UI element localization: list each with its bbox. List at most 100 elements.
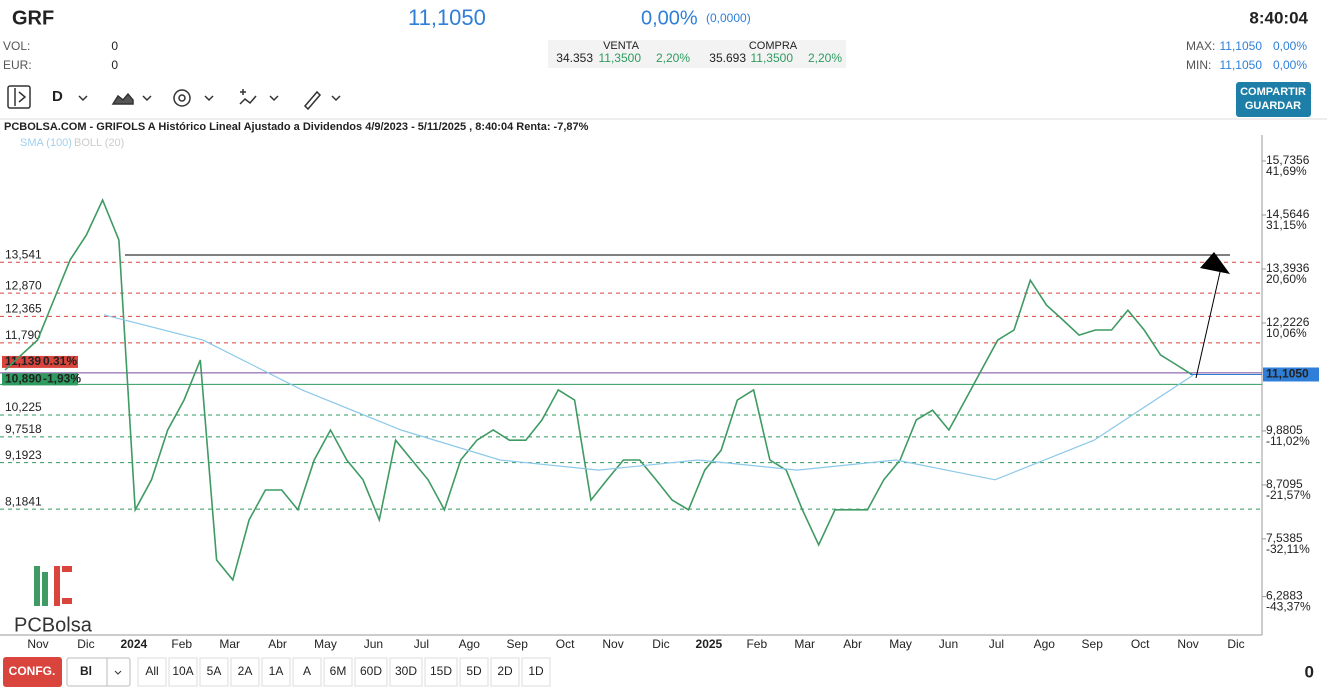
x-tick-label: Abr (843, 637, 862, 651)
range-button[interactable] (323, 657, 353, 687)
range-label[interactable]: 5D (466, 664, 482, 678)
range-button[interactable] (521, 657, 551, 687)
change: 0,00% (641, 7, 698, 29)
y-tick-label: 12,2226 (1266, 315, 1310, 329)
chart-type[interactable] (111, 92, 134, 105)
x-tick-label: May (314, 637, 337, 651)
min: 11,1050 (1220, 58, 1263, 72)
boll-legend: BOLL (20) (74, 137, 124, 149)
y-tick-label: 7,5385 (1266, 531, 1303, 545)
save[interactable]: GUARDAR (1245, 100, 1301, 112)
x-tick-label: Jun (939, 637, 958, 651)
y-tick-pct: -32,11% (1266, 542, 1310, 556)
x-tick-label: Jul (989, 637, 1004, 651)
indicators[interactable] (239, 89, 257, 105)
range-button[interactable] (354, 657, 388, 687)
venta-pct: 2,20% (656, 51, 690, 65)
last-label: 11,1050 (1266, 367, 1309, 381)
range-button[interactable] (168, 657, 198, 687)
range-label[interactable]: 1A (269, 664, 284, 678)
x-tick-label: Feb (746, 637, 767, 651)
y-tick-pct: 20,60% (1266, 272, 1307, 286)
venta-volume: 34.353 (556, 51, 593, 65)
range-label[interactable]: 10A (172, 664, 193, 678)
x-tick-label: Oct (556, 637, 575, 651)
y-tick-label: 8,7095 (1266, 477, 1303, 491)
range-button[interactable] (424, 657, 458, 687)
min-label: MIN: (1186, 58, 1211, 72)
x-tick-label: Ago (1034, 637, 1056, 651)
config[interactable]: CONFG. (9, 664, 56, 678)
level-tag (2, 373, 78, 386)
range-label[interactable]: 2A (238, 664, 253, 678)
counter: 0 (1305, 662, 1314, 681)
max-label: MAX: (1186, 39, 1215, 53)
range-label[interactable]: 30D (395, 664, 417, 678)
time: 8:40:04 (1249, 8, 1308, 27)
level-label: 8,1841 (5, 494, 42, 508)
range-label[interactable]: 1D (528, 664, 544, 678)
level-label: 9,7518 (5, 422, 42, 436)
eur: 0 (111, 58, 118, 72)
x-tick-label: 2025 (696, 637, 723, 651)
range-label[interactable]: 6M (330, 664, 347, 678)
share-button[interactable] (1236, 82, 1311, 117)
range-button[interactable] (261, 657, 291, 687)
price: 11,1050 (408, 5, 486, 30)
period-dropdown[interactable] (78, 95, 88, 102)
range-button[interactable] (230, 657, 260, 687)
compra-price: 11,3500 (751, 51, 794, 65)
range-label[interactable]: 60D (360, 664, 382, 678)
change-abs: (0,0000) (706, 11, 751, 25)
range-label[interactable]: All (145, 664, 158, 678)
range-button[interactable] (389, 657, 423, 687)
level-pct: 0.31% (43, 354, 77, 368)
x-tick-label: Ago (459, 637, 481, 651)
symbol: GRF (12, 7, 54, 29)
panel-button[interactable] (7, 85, 31, 109)
range-button[interactable] (459, 657, 489, 687)
level-label: 9,1923 (5, 448, 42, 462)
range-button[interactable] (137, 657, 167, 687)
range-label[interactable]: A (303, 664, 311, 678)
compra-volume: 35.693 (709, 51, 746, 65)
y-tick-pct: 41,69% (1266, 164, 1307, 178)
range-button[interactable] (292, 657, 322, 687)
x-tick-label: Jul (414, 637, 429, 651)
x-tick-label: Feb (171, 637, 192, 651)
mode[interactable]: Bl (80, 664, 92, 678)
vol: 0 (111, 39, 118, 53)
period[interactable]: D (52, 88, 63, 105)
x-tick-label: Sep (507, 637, 529, 651)
range-label[interactable]: 2D (497, 664, 513, 678)
x-tick-label: Dic (652, 637, 669, 651)
eur-label: EUR: (3, 58, 32, 72)
x-tick-label: Nov (602, 637, 623, 651)
x-tick-label: Jun (364, 637, 383, 651)
range-label[interactable]: 15D (430, 664, 452, 678)
min-pct: 0,00% (1273, 58, 1307, 72)
draw[interactable] (303, 90, 322, 111)
mode-select[interactable] (66, 657, 131, 687)
venta-title: VENTA (603, 40, 640, 52)
logo-mark (34, 566, 72, 606)
max: 11,1050 (1220, 39, 1263, 53)
x-tick-label: Mar (794, 637, 815, 651)
range-button[interactable] (490, 657, 520, 687)
x-tick-label: Nov (1177, 637, 1198, 651)
x-tick-label: Dic (77, 637, 94, 651)
level-label: 11,790 (5, 328, 41, 342)
logo: PCBolsa (14, 614, 93, 636)
level-label: 12,365 (5, 302, 42, 316)
share[interactable]: COMPARTIR (1240, 86, 1306, 98)
config-button[interactable] (3, 657, 62, 687)
range-buttons: All 10A 5A 2A 1A A 6M 60D 30D 15D 5D 2D 1D (137, 657, 551, 687)
x-tick-label: Oct (1131, 637, 1150, 651)
range-label[interactable]: 5A (207, 664, 222, 678)
x-tick-label: Mar (219, 637, 240, 651)
y-tick-label: 15,7356 (1266, 153, 1310, 167)
settings[interactable] (173, 89, 191, 107)
sma-legend: SMA (100) (20, 137, 72, 149)
range-button[interactable] (199, 657, 229, 687)
